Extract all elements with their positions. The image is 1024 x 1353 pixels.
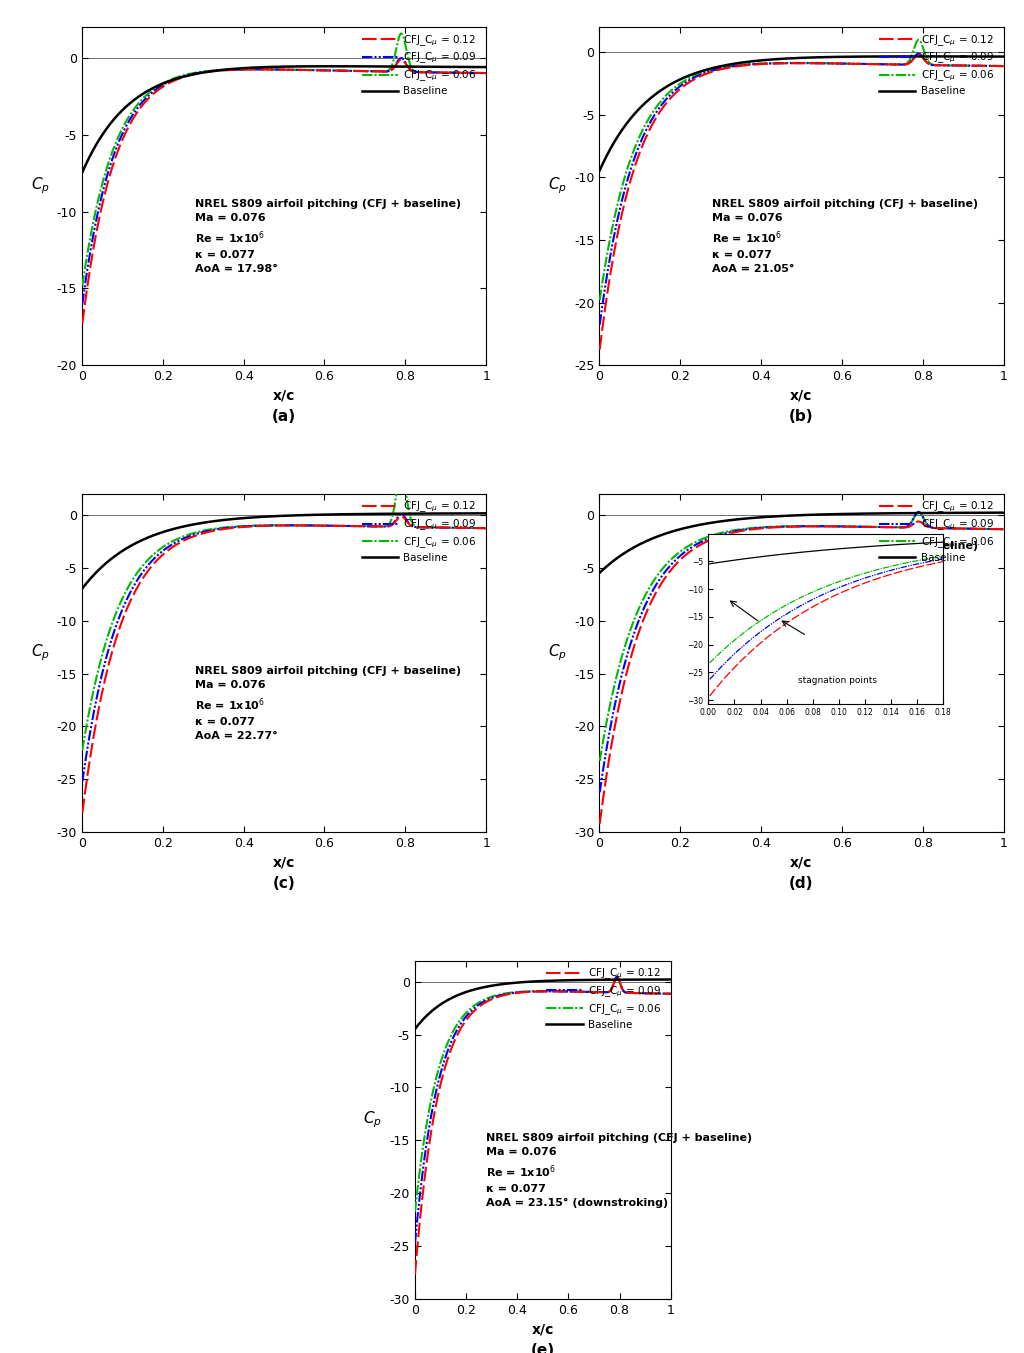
Y-axis label: $C_p$: $C_p$ bbox=[548, 176, 567, 196]
Legend: CFJ_C$_\mu$ = 0.12, CFJ_C$_\mu$ = 0.09, CFJ_C$_\mu$ = 0.06, Baseline: CFJ_C$_\mu$ = 0.12, CFJ_C$_\mu$ = 0.09, … bbox=[357, 28, 481, 100]
Text: NREL S809 airfoil pitching (CFJ + baseline)
Ma = 0.076
Re = 1x10$^6$
κ = 0.077
A: NREL S809 airfoil pitching (CFJ + baseli… bbox=[713, 199, 979, 275]
Text: (a): (a) bbox=[272, 409, 296, 425]
X-axis label: x/c: x/c bbox=[791, 388, 813, 403]
Y-axis label: $C_p$: $C_p$ bbox=[548, 643, 567, 663]
Legend: CFJ_C$_\mu$ = 0.12, CFJ_C$_\mu$ = 0.09, CFJ_C$_\mu$ = 0.06, Baseline: CFJ_C$_\mu$ = 0.12, CFJ_C$_\mu$ = 0.09, … bbox=[542, 962, 666, 1034]
Text: (c): (c) bbox=[272, 877, 295, 892]
Y-axis label: $C_p$: $C_p$ bbox=[31, 643, 49, 663]
X-axis label: x/c: x/c bbox=[791, 855, 813, 870]
Text: NREL S809 airfoil pitching (CFJ + baseline)
Ma = 0.076
Re = 1x10$^6$
κ = 0.077
A: NREL S809 airfoil pitching (CFJ + baseli… bbox=[196, 666, 461, 741]
Legend: CFJ_C$_\mu$ = 0.12, CFJ_C$_\mu$ = 0.09, CFJ_C$_\mu$ = 0.06, Baseline: CFJ_C$_\mu$ = 0.12, CFJ_C$_\mu$ = 0.09, … bbox=[874, 28, 998, 100]
Y-axis label: $C_p$: $C_p$ bbox=[364, 1109, 382, 1130]
Y-axis label: $C_p$: $C_p$ bbox=[31, 176, 49, 196]
Text: NREL S809 airfoil pitching (CFJ + baseline)
Ma = 0.076
Re = 1x10$^6$
κ = 0.077
A: NREL S809 airfoil pitching (CFJ + baseli… bbox=[713, 541, 979, 616]
Text: (e): (e) bbox=[530, 1342, 555, 1353]
Legend: CFJ_C$_\mu$ = 0.12, CFJ_C$_\mu$ = 0.09, CFJ_C$_\mu$ = 0.06, Baseline: CFJ_C$_\mu$ = 0.12, CFJ_C$_\mu$ = 0.09, … bbox=[874, 495, 998, 567]
Text: (d): (d) bbox=[790, 877, 814, 892]
X-axis label: x/c: x/c bbox=[272, 855, 295, 870]
X-axis label: x/c: x/c bbox=[272, 388, 295, 403]
Text: NREL S809 airfoil pitching (CFJ + baseline)
Ma = 0.076
Re = 1x10$^6$
κ = 0.077
A: NREL S809 airfoil pitching (CFJ + baseli… bbox=[486, 1132, 753, 1208]
Text: NREL S809 airfoil pitching (CFJ + baseline)
Ma = 0.076
Re = 1x10$^6$
κ = 0.077
A: NREL S809 airfoil pitching (CFJ + baseli… bbox=[196, 199, 461, 275]
Text: (b): (b) bbox=[790, 409, 814, 425]
Legend: CFJ_C$_\mu$ = 0.12, CFJ_C$_\mu$ = 0.09, CFJ_C$_\mu$ = 0.06, Baseline: CFJ_C$_\mu$ = 0.12, CFJ_C$_\mu$ = 0.09, … bbox=[357, 495, 481, 567]
X-axis label: x/c: x/c bbox=[531, 1322, 554, 1337]
